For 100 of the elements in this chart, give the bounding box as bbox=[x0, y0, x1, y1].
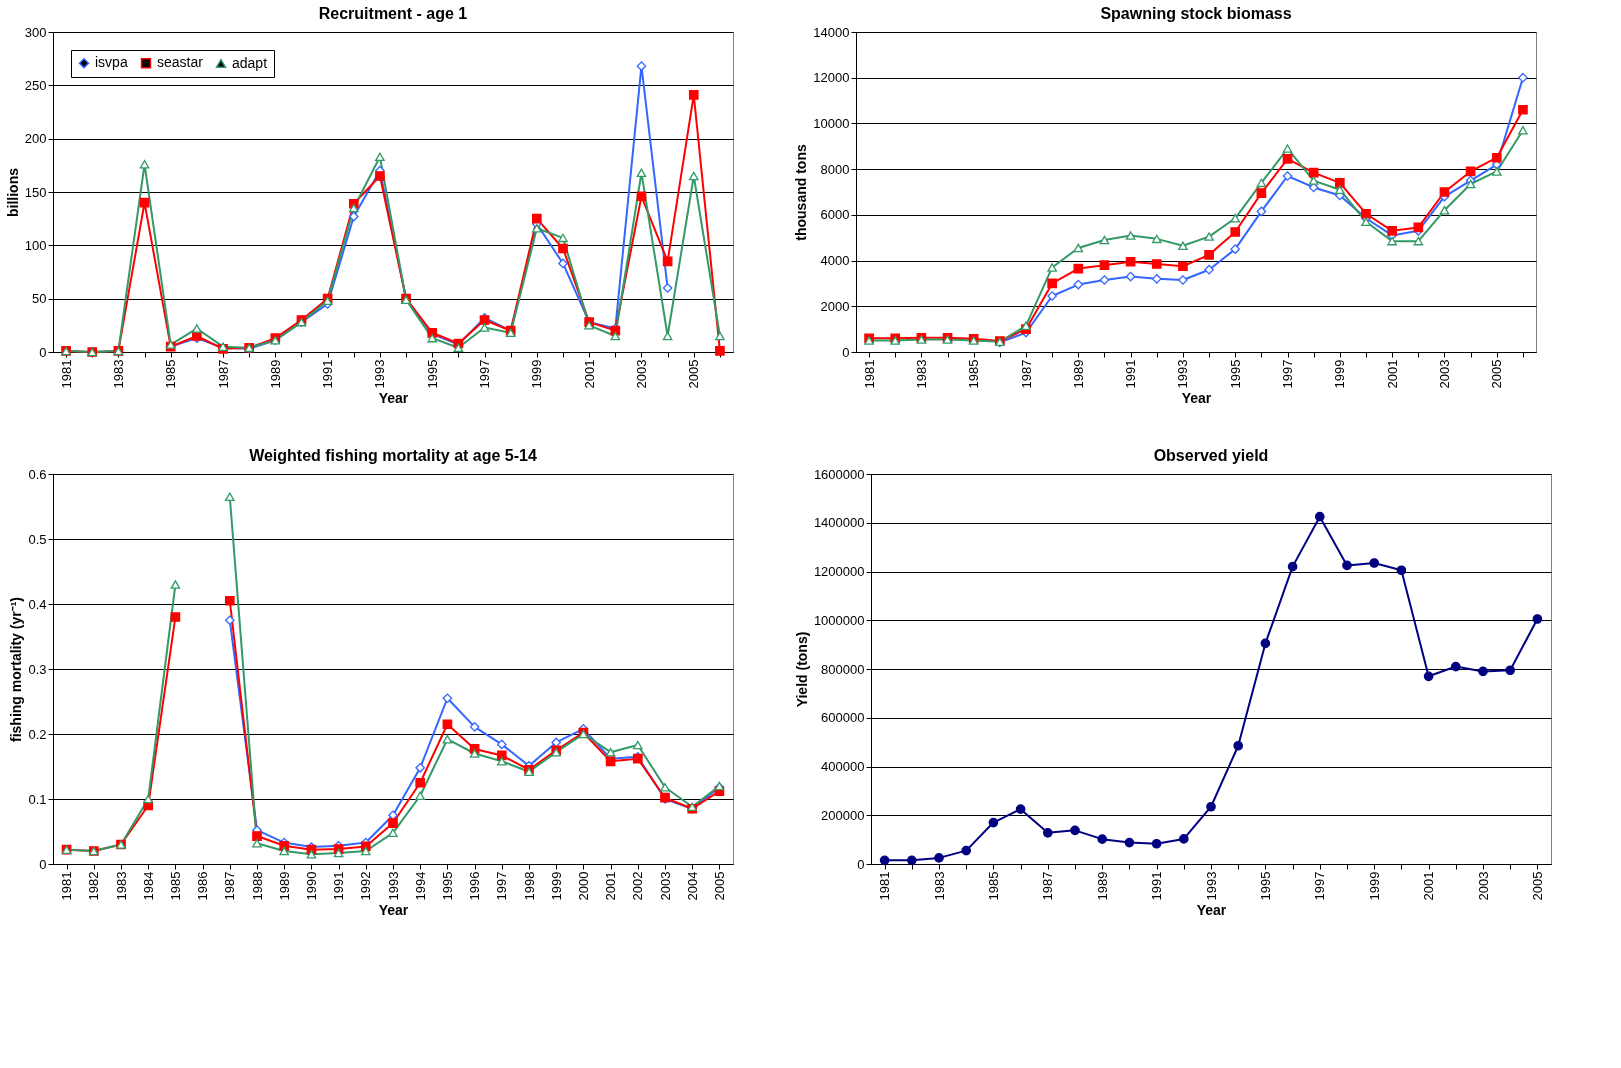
x-tick-label: 2001 bbox=[1384, 359, 1400, 389]
x-tick-label: 2003 bbox=[657, 871, 673, 901]
y-tick-label: 14000 bbox=[813, 24, 850, 40]
x-tick-label: 1999 bbox=[1366, 871, 1382, 901]
x-tick-label: 1988 bbox=[249, 871, 265, 901]
x-tick-label: 1985 bbox=[163, 359, 179, 389]
x-tick-label: 2005 bbox=[711, 871, 727, 901]
y-tick-label: 0.2 bbox=[28, 726, 47, 742]
x-tick-label: 1984 bbox=[140, 871, 156, 901]
x-tick-label: 1989 bbox=[276, 871, 292, 901]
x-tick-label: 1989 bbox=[1094, 871, 1110, 901]
x-tick-label: 1991 bbox=[331, 871, 347, 901]
x-tick-label: 1995 bbox=[439, 871, 455, 901]
y-tick-label: 0.3 bbox=[28, 661, 47, 677]
chart-title: Spawning stock biomass bbox=[1100, 5, 1292, 22]
x-axis-title: Year bbox=[1181, 390, 1212, 407]
x-tick-label: 2003 bbox=[1475, 871, 1491, 901]
y-tick-label: 4000 bbox=[820, 253, 850, 269]
x-tick-label: 1987 bbox=[1040, 871, 1056, 901]
y-tick-label: 300 bbox=[24, 24, 47, 40]
legend-label: isvpa bbox=[95, 54, 128, 71]
y-tick-label: 0 bbox=[39, 344, 47, 360]
x-tick-label: 1983 bbox=[110, 359, 126, 389]
x-tick-label: 2001 bbox=[603, 871, 619, 901]
x-tick-label: 1991 bbox=[1149, 871, 1165, 901]
y-tick-label: 12000 bbox=[813, 70, 850, 86]
x-tick-label: 2005 bbox=[1489, 359, 1505, 389]
x-tick-label: 1996 bbox=[467, 871, 483, 901]
y-tick-label: 0.1 bbox=[28, 791, 47, 807]
x-tick-label: 1987 bbox=[215, 359, 231, 389]
x-tick-label: 1986 bbox=[195, 871, 211, 901]
x-tick-label: 2001 bbox=[581, 359, 597, 389]
x-tick-label: 1985 bbox=[167, 871, 183, 901]
y-tick-label: 1000000 bbox=[813, 612, 865, 628]
legend-label: adapt bbox=[232, 54, 268, 71]
x-tick-label: 1993 bbox=[1175, 359, 1191, 389]
legend-label: seastar bbox=[157, 54, 204, 71]
x-tick-label: 2002 bbox=[630, 871, 646, 901]
x-tick-label: 1989 bbox=[267, 359, 283, 389]
x-tick-label: 1995 bbox=[1227, 359, 1243, 389]
x-tick-label: 1997 bbox=[1312, 871, 1328, 901]
x-tick-label: 2005 bbox=[686, 359, 702, 389]
y-axis-title: Yield (tons) bbox=[793, 631, 810, 708]
y-tick-label: 0 bbox=[857, 856, 865, 872]
y-tick-label: 50 bbox=[32, 291, 47, 307]
x-tick-label: 2001 bbox=[1421, 871, 1437, 901]
x-tick-label: 1992 bbox=[358, 871, 374, 901]
x-tick-label: 1997 bbox=[477, 359, 493, 389]
y-tick-label: 0.5 bbox=[28, 531, 47, 547]
x-tick-label: 1994 bbox=[412, 871, 428, 901]
x-tick-label: 1990 bbox=[303, 871, 319, 901]
x-tick-label: 1983 bbox=[913, 359, 929, 389]
y-tick-label: 250 bbox=[24, 77, 47, 93]
x-tick-label: 2003 bbox=[633, 359, 649, 389]
x-tick-label: 1985 bbox=[985, 871, 1001, 901]
x-tick-label: 1981 bbox=[59, 871, 75, 901]
x-tick-label: 1989 bbox=[1070, 359, 1086, 389]
chart-title: Observed yield bbox=[1153, 447, 1269, 464]
x-axis-title: Year bbox=[378, 390, 409, 407]
y-tick-label: 800000 bbox=[821, 661, 865, 677]
x-tick-label: 1987 bbox=[222, 871, 238, 901]
x-tick-label: 1999 bbox=[548, 871, 564, 901]
x-tick-label: 1999 bbox=[529, 359, 545, 389]
y-tick-label: 400000 bbox=[821, 759, 865, 774]
x-tick-label: 1998 bbox=[521, 871, 537, 901]
x-tick-label: 1993 bbox=[385, 871, 401, 901]
x-tick-label: 1982 bbox=[86, 871, 102, 901]
x-tick-label: 1997 bbox=[494, 871, 510, 901]
x-tick-label: 2003 bbox=[1436, 359, 1452, 389]
y-tick-label: 6000 bbox=[820, 207, 850, 223]
y-axis-title: billions bbox=[4, 167, 21, 217]
y-tick-label: 1600000 bbox=[813, 466, 865, 482]
x-tick-label: 1983 bbox=[931, 871, 947, 901]
y-tick-label: 600000 bbox=[821, 710, 865, 726]
y-tick-label: 150 bbox=[24, 184, 47, 200]
y-tick-label: 0.4 bbox=[28, 596, 47, 612]
chart-title: Weighted fishing mortality at age 5-14 bbox=[249, 447, 537, 464]
x-tick-label: 1985 bbox=[966, 359, 982, 389]
x-tick-label: 2000 bbox=[575, 871, 591, 901]
x-tick-label: 1995 bbox=[424, 359, 440, 389]
x-tick-label: 1993 bbox=[372, 359, 388, 389]
x-tick-label: 1987 bbox=[1018, 359, 1034, 389]
x-tick-label: 1983 bbox=[113, 871, 129, 901]
x-tick-label: 1999 bbox=[1332, 359, 1348, 389]
x-tick-label: 2005 bbox=[1529, 871, 1545, 901]
y-tick-label: 0 bbox=[39, 856, 47, 872]
x-axis-title: Year bbox=[1196, 902, 1227, 919]
y-tick-label: 2000 bbox=[820, 298, 850, 314]
x-tick-label: 1981 bbox=[861, 359, 877, 389]
y-tick-label: 0 bbox=[842, 344, 850, 360]
y-tick-label: 1400000 bbox=[813, 515, 865, 531]
y-tick-label: 1200000 bbox=[813, 564, 865, 579]
x-tick-label: 1991 bbox=[320, 359, 336, 389]
y-tick-label: 100 bbox=[24, 237, 47, 253]
y-axis-title: thousand tons bbox=[793, 144, 810, 241]
y-tick-label: 200000 bbox=[821, 807, 865, 823]
x-tick-label: 1997 bbox=[1280, 359, 1296, 389]
x-axis-title: Year bbox=[378, 902, 409, 919]
x-tick-label: 1991 bbox=[1123, 359, 1139, 389]
y-tick-label: 10000 bbox=[813, 115, 850, 131]
